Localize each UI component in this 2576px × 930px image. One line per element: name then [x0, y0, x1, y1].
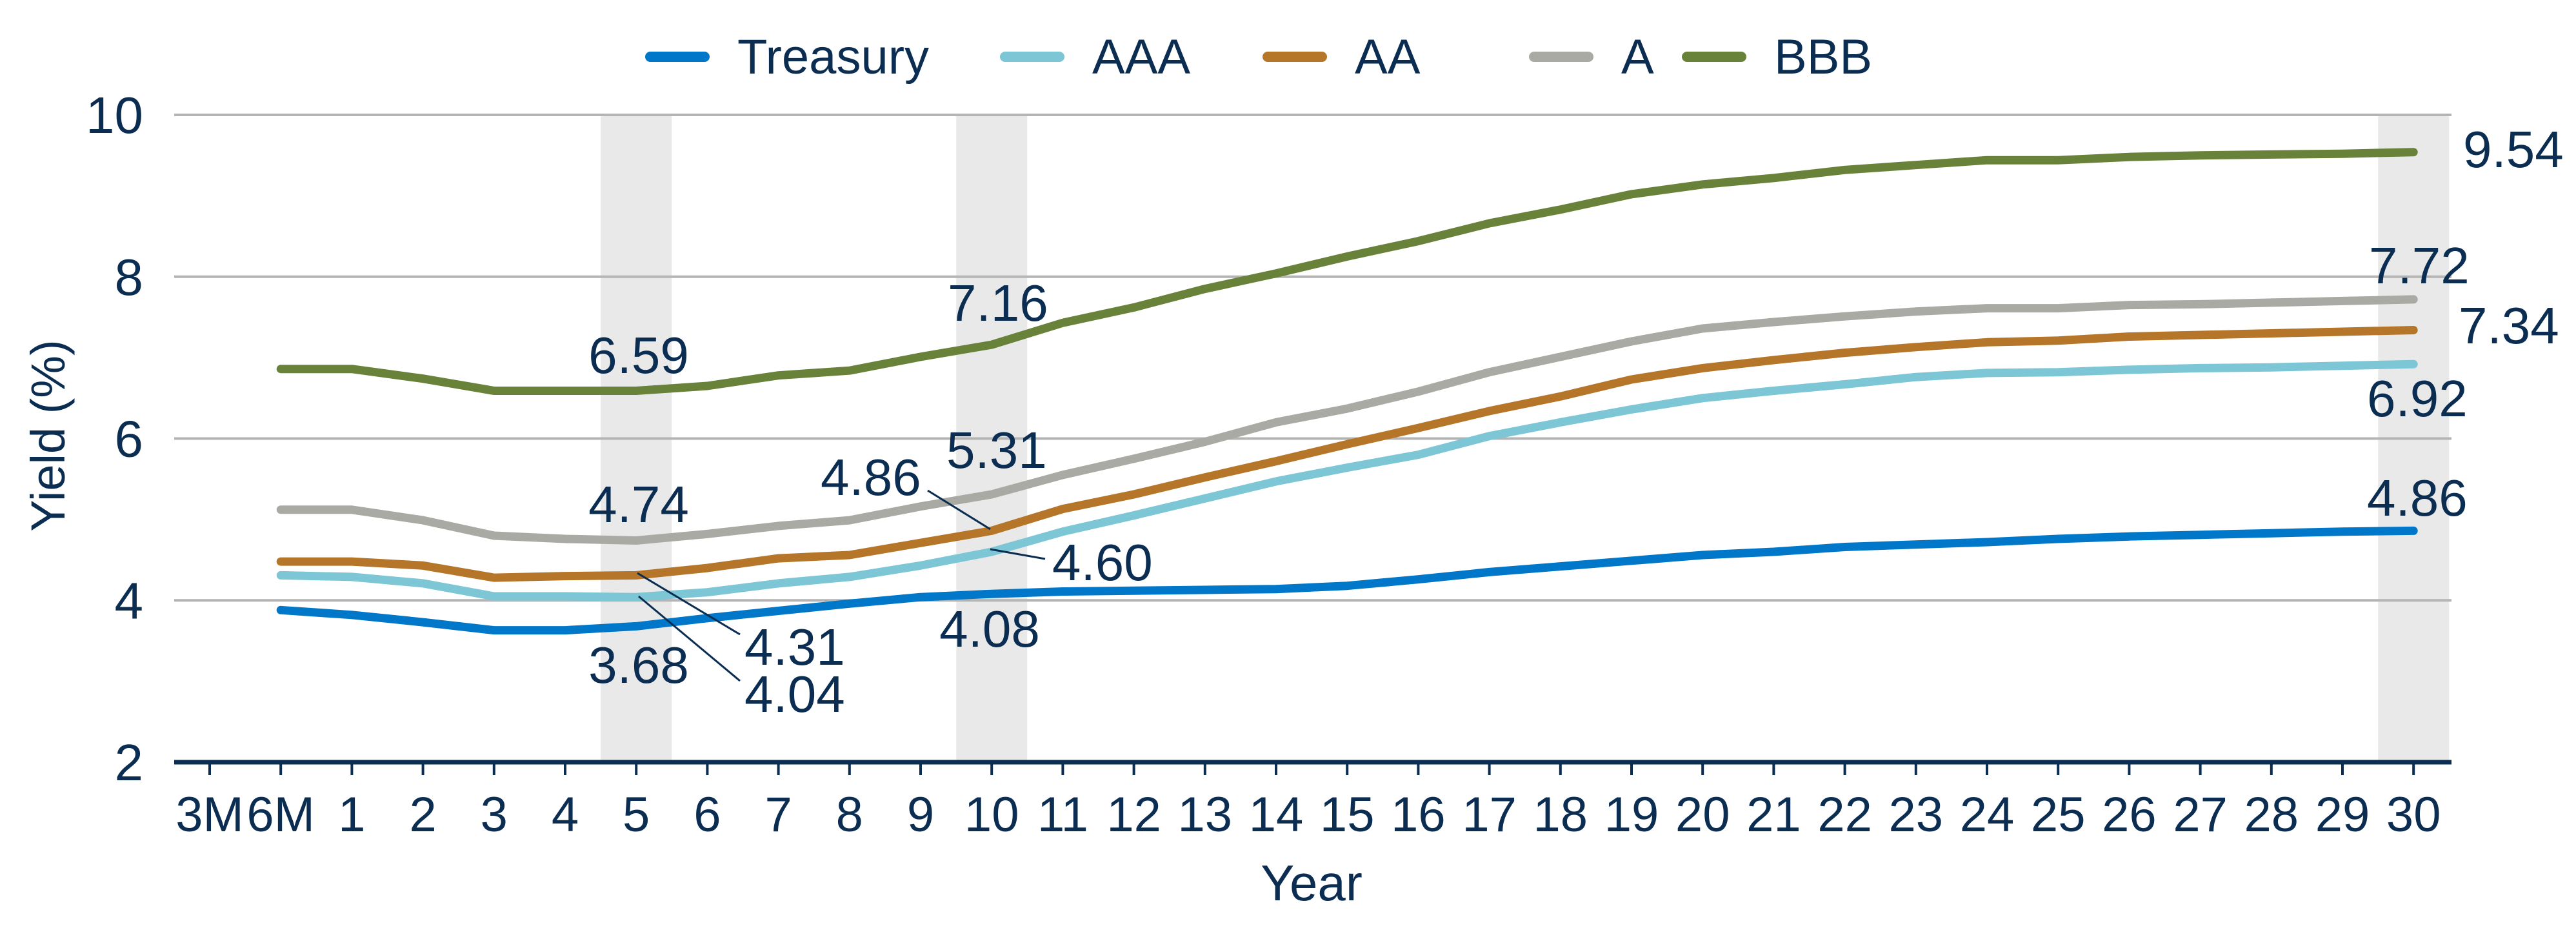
data-label-aaa-10: 4.60 [1052, 534, 1153, 591]
x-tick-label: 4 [552, 787, 579, 842]
legend-item-aa: AA [1263, 30, 1421, 85]
x-tick-label: 9 [907, 787, 934, 842]
legend-item-a: A [1529, 30, 1654, 85]
data-label-bbb-30: 9.54 [2463, 121, 2564, 178]
y-tick-label: 10 [86, 86, 143, 144]
x-tick-label: 21 [1746, 787, 1801, 842]
legend-item-treasury: Treasury [645, 30, 929, 85]
x-tick-label: 5 [623, 787, 650, 842]
x-tick-label: 3 [481, 787, 508, 842]
x-tick-label: 23 [1889, 787, 1944, 842]
x-tick-label: 12 [1106, 787, 1161, 842]
x-tick-label: 6M [246, 787, 315, 842]
leader-line [927, 489, 991, 531]
data-label-bbb-5: 6.59 [588, 327, 689, 384]
x-tick-label: 19 [1604, 787, 1659, 842]
x-tick-label: 22 [1817, 787, 1872, 842]
y-axis-title: Yield (%) [21, 339, 75, 531]
x-tick-label: 27 [2173, 787, 2228, 842]
series-line-treasury [276, 526, 2418, 635]
x-tick-label: 24 [1960, 787, 2015, 842]
series-line-bbb [276, 148, 2418, 395]
data-label-a-10: 5.31 [946, 421, 1047, 479]
x-tick-label: 2 [409, 787, 436, 842]
x-tick-label: 8 [836, 787, 863, 842]
legend-label: AA [1355, 30, 1421, 85]
x-tick-label: 25 [2031, 787, 2086, 842]
x-tick-label: 10 [964, 787, 1019, 842]
legend-label: Treasury [737, 30, 929, 85]
legend-item-bbb: BBB [1682, 30, 1872, 85]
data-label-treasury-30: 4.86 [2367, 469, 2468, 527]
y-tick-label: 8 [115, 248, 144, 306]
data-label-treasury-10: 4.08 [939, 600, 1040, 658]
x-axis-title: Year [1261, 854, 1363, 911]
leader-line [637, 572, 741, 636]
data-label-aa-10: 4.86 [821, 449, 921, 506]
legend-label: A [1621, 30, 1654, 85]
series-line-aaa [276, 359, 2418, 601]
y-tick-labels: 2 4 6 8 10 [86, 86, 143, 791]
data-labels: 6.59 4.74 4.314.04 3.68 7.16 5.31 4.86 4.604.08… [588, 121, 2564, 723]
data-label-a-5: 4.74 [588, 476, 689, 533]
y-tick-label: 4 [115, 572, 144, 629]
x-tick-label: 14 [1249, 787, 1304, 842]
legend-label: AAA [1092, 30, 1190, 85]
legend-label: BBB [1774, 30, 1872, 85]
data-label-treasury-5: 3.68 [588, 636, 689, 694]
x-tick-label: 3M [175, 787, 244, 842]
x-tick-label: 29 [2315, 787, 2370, 842]
data-label-aaa-5: 4.04 [744, 665, 845, 723]
x-tick-label: 16 [1391, 787, 1446, 842]
x-tick-label: 7 [764, 787, 792, 842]
data-label-a-30: 7.72 [2369, 237, 2470, 294]
x-tick-label: 28 [2244, 787, 2299, 842]
x-axis: 3M 6M 1 2 3 4 5 6 7 8 9 10 11 12 13 14 15 16 17 18 19 20 21 22 2… [174, 760, 2451, 842]
x-tick-label: 1 [338, 787, 365, 842]
leader-line [990, 548, 1046, 560]
x-tick-label: 18 [1533, 787, 1588, 842]
y-tick-label: 2 [115, 734, 144, 791]
data-label-aa-5: 4.31 [744, 618, 845, 676]
x-tick-label: 30 [2386, 787, 2441, 842]
data-label-bbb-10: 7.16 [948, 274, 1048, 332]
leader-line [638, 595, 741, 682]
x-tick-label: 6 [694, 787, 721, 842]
x-tick-label: 15 [1320, 787, 1375, 842]
x-tick-label: 13 [1178, 787, 1233, 842]
series-line-a [276, 295, 2418, 545]
legend-item-aaa: AAA [1000, 30, 1190, 85]
x-tick-label: 17 [1462, 787, 1517, 842]
series-line-aa [276, 326, 2418, 582]
annotation-leader-lines [637, 489, 1046, 682]
x-tick-label: 26 [2102, 787, 2157, 842]
legend: Treasury AAA AA A BBB [645, 30, 1872, 85]
gridlines [174, 114, 2451, 602]
x-tick-label: 11 [1037, 787, 1088, 842]
x-tick-label: 20 [1675, 787, 1730, 842]
y-tick-label: 6 [115, 410, 144, 468]
series-lines [276, 148, 2418, 635]
data-label-aaa-30: 6.92 [2367, 370, 2468, 427]
data-label-aa-30: 7.34 [2459, 297, 2559, 354]
